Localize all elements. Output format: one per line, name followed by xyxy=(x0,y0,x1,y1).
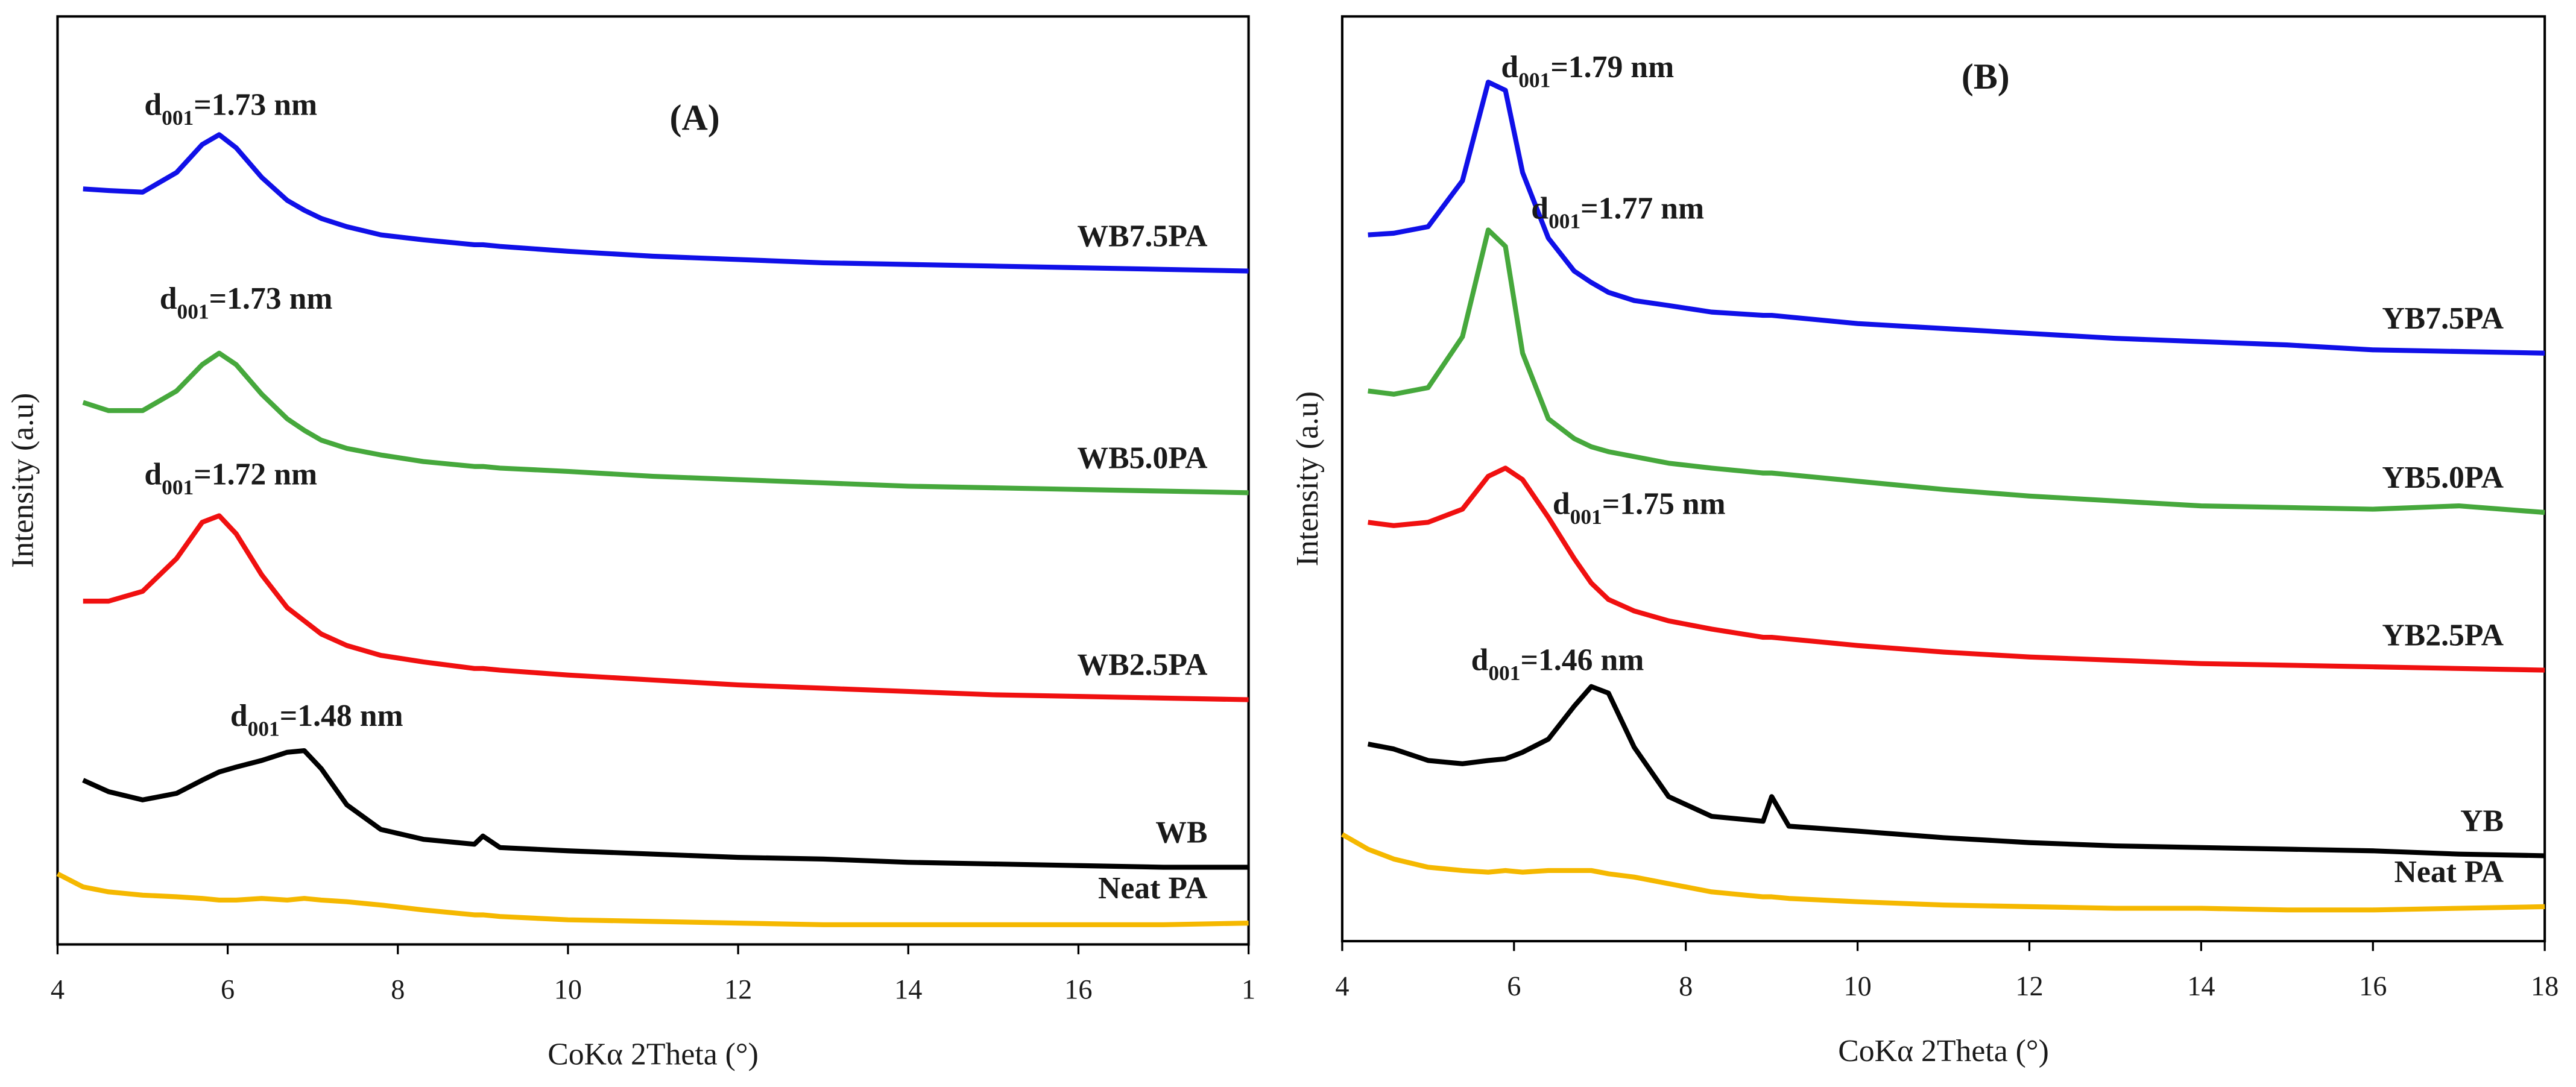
annotation-prefix: d xyxy=(160,282,177,316)
annotation-suffix: =1.77 nm xyxy=(1580,191,1704,225)
series-label: YB5.0PA xyxy=(2382,461,2504,495)
data-line xyxy=(83,132,1249,274)
annotation-suffix: =1.46 nm xyxy=(1520,643,1644,678)
x-tick-label: 16 xyxy=(2359,971,2387,1002)
annotation-prefix: d xyxy=(144,88,162,122)
annotation-suffix: =1.79 nm xyxy=(1550,50,1674,84)
annotation-suffix: =1.73 nm xyxy=(194,88,317,122)
x-tick-label: 6 xyxy=(221,974,235,1005)
annotation-prefix: d xyxy=(1501,50,1518,84)
series-label: YB7.5PA xyxy=(2382,301,2504,336)
x-axis-label: CoKα 2Theta (°) xyxy=(548,1037,759,1071)
annotation-subscript: 001 xyxy=(162,475,194,499)
annotation-prefix: d xyxy=(1471,643,1489,678)
data-line xyxy=(1367,684,2545,859)
annotation-subscript: 001 xyxy=(1518,68,1550,92)
annotation-subscript: 001 xyxy=(177,300,209,324)
peak-annotation: d001=1.73 nm xyxy=(160,282,333,323)
x-tick-label: 10 xyxy=(554,974,582,1005)
x-tick-label: 16 xyxy=(1064,974,1092,1005)
data-line xyxy=(1368,80,2545,356)
annotation-suffix: =1.73 nm xyxy=(209,282,333,316)
x-tick-label: 18 xyxy=(2531,971,2559,1002)
x-tick-label: 4 xyxy=(1335,971,1349,1002)
x-tick-label: 1 xyxy=(1242,974,1255,1005)
x-tick-label: 12 xyxy=(2015,971,2043,1002)
series-label: YB xyxy=(2460,804,2504,839)
annotation-prefix: d xyxy=(230,699,248,733)
series-label: Neat PA xyxy=(1098,871,1208,906)
annotation-subscript: 001 xyxy=(1488,661,1520,685)
x-tick-label: 4 xyxy=(51,974,65,1005)
series-label: WB2.5PA xyxy=(1077,648,1207,682)
annotation-subscript: 001 xyxy=(1548,209,1580,233)
plot-frame xyxy=(1340,15,2546,943)
data-line xyxy=(82,350,1249,496)
peak-annotation: d001=1.48 nm xyxy=(230,699,403,740)
data-line xyxy=(83,513,1249,702)
peak-annotation: d001=1.77 nm xyxy=(1531,191,1704,233)
series-label: YB2.5PA xyxy=(2382,619,2504,653)
data-line xyxy=(82,748,1249,870)
x-tick-label: 10 xyxy=(1843,971,1871,1002)
annotation-subscript: 001 xyxy=(1570,505,1602,529)
peak-annotation: d001=1.72 nm xyxy=(144,458,317,499)
series-label: WB5.0PA xyxy=(1077,441,1207,475)
series-label: WB xyxy=(1155,816,1207,850)
data-line xyxy=(1368,227,2545,515)
data-line xyxy=(1340,832,2545,913)
y-axis-label: Intensity (a.u) xyxy=(6,393,40,568)
x-tick-label: 14 xyxy=(2187,971,2215,1002)
peak-annotation: d001=1.79 nm xyxy=(1501,50,1674,92)
series-label: WB7.5PA xyxy=(1077,219,1207,254)
x-tick-label: 8 xyxy=(391,974,405,1005)
annotation-prefix: d xyxy=(1531,191,1548,225)
x-tick-label: 6 xyxy=(1507,971,1521,1002)
annotation-suffix: =1.48 nm xyxy=(280,699,403,733)
annotation-prefix: d xyxy=(1553,487,1570,521)
data-line xyxy=(1368,465,2545,673)
panel-label: (A) xyxy=(670,98,720,137)
annotation-suffix: =1.72 nm xyxy=(194,458,317,492)
panel-label: (B) xyxy=(1962,57,2010,96)
annotation-subscript: 001 xyxy=(248,717,280,741)
data-line xyxy=(56,871,1249,927)
y-axis-label: Intensity (a.u) xyxy=(1290,391,1325,566)
annotation-prefix: d xyxy=(144,458,162,492)
annotation-subscript: 001 xyxy=(162,106,194,130)
peak-annotation: d001=1.46 nm xyxy=(1471,643,1644,685)
x-axis-label: CoKα 2Theta (°) xyxy=(1838,1034,2049,1068)
peak-annotation: d001=1.73 nm xyxy=(144,88,317,130)
x-tick-label: 8 xyxy=(1679,971,1693,1002)
x-tick-label: 14 xyxy=(894,974,922,1005)
peak-annotation: d001=1.75 nm xyxy=(1553,487,1726,529)
plot-frame xyxy=(56,15,1250,946)
series-label: Neat PA xyxy=(2394,855,2504,889)
x-tick-label: 12 xyxy=(724,974,752,1005)
annotation-suffix: =1.75 nm xyxy=(1602,487,1726,521)
